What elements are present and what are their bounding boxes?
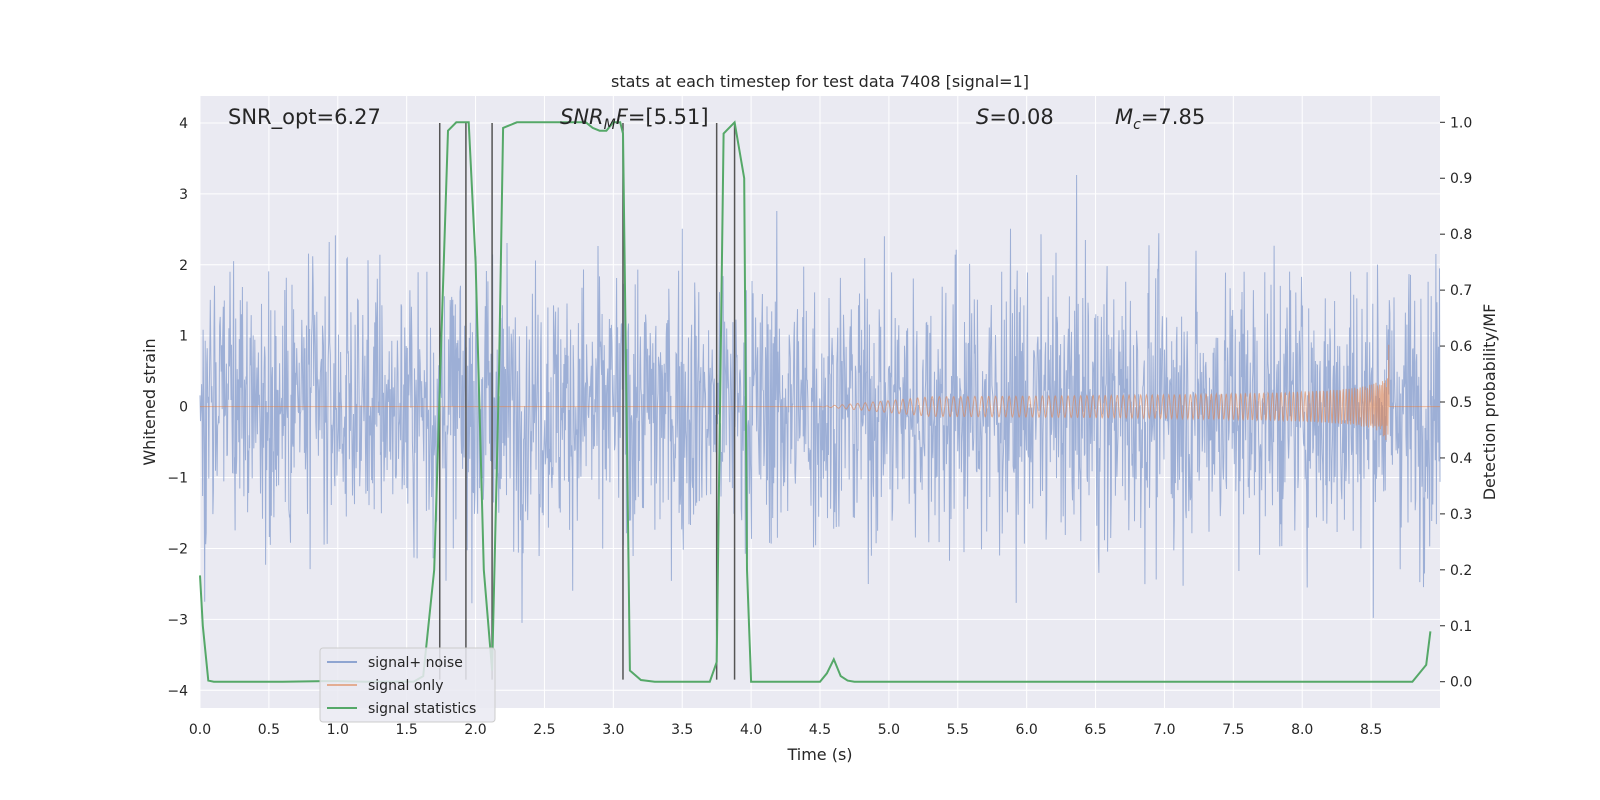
y-right-tick-label: 0.0: [1450, 675, 1472, 691]
x-tick-label: 3.0: [602, 722, 624, 738]
y-right-tick-label: 0.4: [1450, 451, 1472, 467]
chart-title: stats at each timestep for test data 740…: [611, 72, 1029, 91]
annotation-snr-opt: SNR_opt=6.27: [228, 105, 381, 130]
x-tick-label: 6.0: [1016, 722, 1038, 738]
y-right-tick-label: 0.3: [1450, 507, 1472, 523]
x-tick-label: 1.5: [396, 722, 418, 738]
x-tick-label: 0.0: [189, 722, 211, 738]
legend: signal+ noise signal only signal statist…: [319, 647, 496, 723]
x-tick-label: 5.0: [878, 722, 900, 738]
y-right-tick-label: 0.6: [1450, 339, 1472, 355]
x-tick-label: 1.0: [327, 722, 349, 738]
mc-label: M: [1115, 105, 1133, 129]
snr-mf-value: =[5.51]: [628, 105, 709, 129]
y-axis-label-right: Detection probability/MF: [1480, 304, 1499, 501]
annotation-s: S=0.08: [976, 105, 1054, 129]
y-left-tick-label: 3: [179, 187, 188, 203]
x-tick-label: 7.5: [1222, 722, 1244, 738]
y-axis-label-left: Whitened strain: [140, 338, 159, 465]
y-left-tick-label: 4: [179, 116, 188, 132]
legend-label-signal: signal only: [368, 678, 443, 694]
y-right-tick-label: 1.0: [1450, 115, 1472, 131]
x-tick-label: 5.5: [947, 722, 969, 738]
y-left-tick-labels: −4 −3 −2 −1 0 1 2 3 4: [167, 116, 188, 699]
x-tick-label: 4.0: [740, 722, 762, 738]
y-right-tick-label: 0.1: [1450, 619, 1472, 635]
annotation-snr-mf: SNRMF=[5.51]: [560, 105, 709, 133]
y-right-tick-label: 0.8: [1450, 227, 1472, 243]
x-tick-label: 4.5: [809, 722, 831, 738]
x-axis-label: Time (s): [786, 745, 852, 764]
mc-value: =7.85: [1141, 105, 1205, 129]
x-tick-label: 7.0: [1153, 722, 1175, 738]
s-label: S: [976, 105, 989, 129]
y-left-tick-label: −4: [167, 683, 188, 699]
legend-box: [319, 647, 496, 723]
x-tick-label: 8.5: [1360, 722, 1382, 738]
snr-mf-sub: M: [604, 117, 616, 133]
x-tick-labels: 0.0 0.5 1.0 1.5 2.0 2.5 3.0 3.5 4.0 4.5 5.0 5.5 6.0 6…: [189, 722, 1382, 738]
snr-mf-tail: F: [616, 105, 629, 129]
x-tick-label: 0.5: [258, 722, 280, 738]
y-left-tick-label: −1: [167, 471, 188, 487]
y-left-tick-label: 0: [179, 400, 188, 416]
y-left-tick-label: 2: [179, 258, 188, 274]
y-left-tick-label: −2: [167, 541, 188, 557]
x-tick-label: 2.0: [464, 722, 486, 738]
noise-series: [199, 174, 1441, 623]
mc-sub: c: [1133, 117, 1141, 133]
x-tick-label: 2.5: [533, 722, 555, 738]
x-tick-label: 6.5: [1084, 722, 1106, 738]
x-tick-label: 8.0: [1291, 722, 1313, 738]
signal-line: [200, 344, 1440, 441]
y-right-tick-labels: 0.0 0.1 0.2 0.3 0.4 0.5 0.6 0.7 0.8 0.9 1.0: [1440, 115, 1472, 691]
y-left-tick-label: 1: [179, 329, 188, 345]
noise-line: [199, 174, 1441, 623]
y-right-tick-label: 0.7: [1450, 283, 1472, 299]
annotation-mc: Mc=7.85: [1115, 105, 1205, 133]
legend-label-noise: signal+ noise: [368, 655, 463, 671]
x-tick-label: 3.5: [671, 722, 693, 738]
y-right-tick-label: 0.9: [1450, 171, 1472, 187]
signal-only-series: [200, 344, 1440, 441]
y-right-tick-label: 0.2: [1450, 563, 1472, 579]
legend-label-stats: signal statistics: [368, 701, 476, 717]
y-left-tick-label: −3: [167, 612, 188, 628]
snr-mf-label: SNR: [560, 105, 604, 129]
s-value: =0.08: [989, 105, 1053, 129]
y-right-tick-label: 0.5: [1450, 395, 1472, 411]
